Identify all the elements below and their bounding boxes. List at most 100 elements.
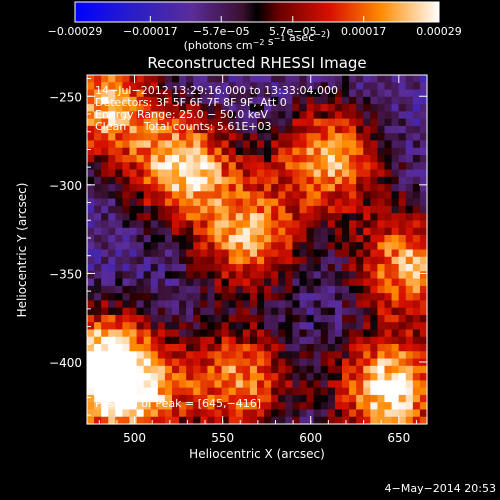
heatmap-cell [249,198,258,207]
heatmap-cell [207,234,216,243]
heatmap-cell [264,402,272,411]
heatmap-cell [94,234,102,243]
heatmap-cell [285,322,294,331]
heatmap-cell [363,147,371,156]
heatmap-cell [370,111,379,120]
heatmap-cell [108,256,116,265]
heatmap-cell [235,300,244,309]
heatmap-cell [235,96,244,105]
heatmap-cell [193,154,201,163]
heatmap-cell [257,249,265,258]
heatmap-cell [384,336,393,345]
heatmap-cell [228,154,237,163]
heatmap-cell [122,394,131,403]
heatmap-cell [363,416,371,425]
heatmap-cell [164,89,173,98]
heatmap-cell [278,75,286,83]
heatmap-cell [214,213,223,222]
heatmap-cell [285,285,294,294]
heatmap-cell [242,293,251,301]
heatmap-cell [122,278,131,287]
heatmap-cell [157,220,166,229]
heatmap-cell [172,380,180,389]
heatmap-cell [285,75,294,83]
heatmap-cell [164,271,173,280]
heatmap-cell [292,125,301,134]
heatmap-cell [412,300,421,309]
heatmap-cell [94,409,102,418]
heatmap-cell [391,307,400,316]
heatmap-cell [285,358,294,367]
heatmap-cell [228,82,237,91]
heatmap-cell [221,249,230,258]
colorbar-tick-label: 5.7e−05 [269,25,316,38]
heatmap-cell [363,133,371,142]
heatmap-cell [136,351,145,360]
heatmap-cell [193,96,201,105]
heatmap-cell [101,336,109,345]
heatmap-cell [94,322,102,331]
heatmap-cell [108,234,116,243]
heatmap-cell [285,271,294,280]
heatmap-cell [285,176,294,185]
heatmap-cell [94,213,102,222]
heatmap-cell [186,285,194,294]
heatmap-cell [108,162,116,171]
heatmap-cell [186,104,194,112]
heatmap-cell [306,278,315,287]
heatmap-cell [186,409,194,418]
heatmap-cell [150,133,159,142]
heatmap-cell [377,300,386,309]
heatmap-cell [278,118,286,127]
heatmap-cell [292,329,301,338]
heatmap-cell [249,336,258,345]
heatmap-cell [136,314,145,323]
heatmap-cell [363,256,371,265]
heatmap-cell [249,75,258,83]
heatmap-cell [200,278,209,287]
heatmap-cell [186,96,194,105]
heatmap-cell [356,133,364,142]
heatmap-cell [193,111,201,120]
heatmap-cell [405,344,414,352]
heatmap-cell [200,96,209,105]
heatmap-cell [285,344,294,352]
heatmap-cell [285,409,294,418]
heatmap-cell [235,249,244,258]
heatmap-cell [419,89,428,98]
heatmap-cell [101,380,109,389]
heatmap-cell [207,191,216,200]
heatmap-cell [271,213,279,222]
heatmap-cell [122,358,131,367]
heatmap-cell [94,351,102,360]
heatmap-cell [384,264,393,272]
heatmap-cell [405,104,414,112]
heatmap-cell [398,169,407,178]
heatmap-cell [377,133,386,142]
heatmap-cell [87,380,95,389]
heatmap-cell [101,198,109,207]
heatmap-cell [334,75,343,83]
heatmap-cell [228,285,237,294]
heatmap-cell [306,191,315,200]
heatmap-cell [377,227,386,236]
heatmap-cell [136,293,145,301]
heatmap-cell [299,154,308,163]
heatmap-cell [249,234,258,243]
heatmap-cell [257,300,265,309]
heatmap-cell [349,394,357,403]
heatmap-cell [228,169,237,178]
heatmap-cell [242,213,251,222]
heatmap-cell [143,314,152,323]
heatmap-cell [143,220,152,229]
heatmap-cell [313,256,322,265]
heatmap-cell [87,242,95,251]
heatmap-cell [299,191,308,200]
heatmap-cell [172,140,180,149]
annotation-line: 14−Jul−2012 13:29:16.000 to 13:33:04.000 [95,84,338,97]
heatmap-cell [122,416,131,425]
heatmap-cell [108,314,116,323]
heatmap-cell [143,271,152,280]
heatmap-cell [179,285,187,294]
